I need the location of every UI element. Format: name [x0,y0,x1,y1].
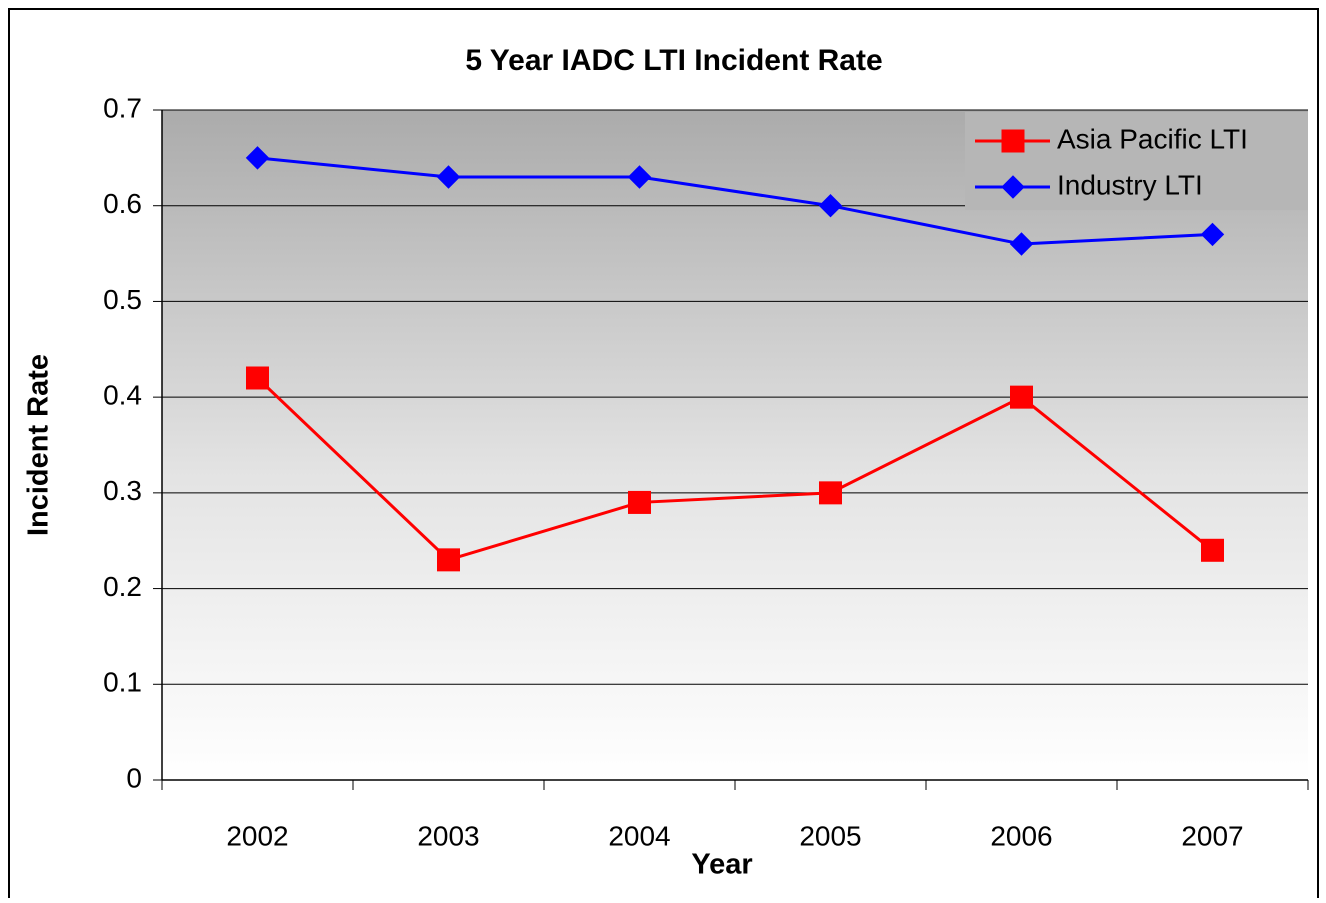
data-point [627,165,652,189]
x-axis-label: Year [691,849,752,881]
data-point [819,481,842,505]
data-point [1009,232,1034,256]
y-tick-label: 0.1 [103,667,142,698]
y-tick-label: 0 [126,762,142,793]
x-tick-label: 2007 [1181,820,1243,851]
y-tick-label: 0.4 [103,380,142,411]
y-tick-label: 0.7 [103,92,142,123]
chart-title: 5 Year IADC LTI Incident Rate [465,44,882,77]
data-point [437,548,460,572]
chart-frame [8,8,1319,898]
x-tick-label: 2006 [990,820,1052,851]
y-tick-label: 0.3 [103,475,142,506]
y-tick-label: 0.6 [103,188,142,219]
x-tick-label: 2003 [417,820,479,851]
y-tick-label: 0.2 [103,571,142,602]
legend-marker [1001,129,1025,153]
x-tick-label: 2005 [799,820,861,851]
y-tick-label: 0.5 [103,284,142,315]
x-tick-label: 2004 [608,820,670,851]
y-axis-label: Incident Rate [23,354,55,536]
data-point [1010,385,1033,409]
data-point [246,366,269,390]
data-point [1201,538,1224,562]
series-line [256,376,1214,562]
data-point [628,490,651,514]
legend-label: Industry LTI [1057,169,1203,200]
x-tick-label: 2002 [226,820,288,851]
series-line [257,156,1213,246]
data-point [436,165,461,189]
legend-marker [1001,175,1025,199]
data-point [1200,222,1225,247]
plot-area [162,110,1308,780]
data-point [245,146,270,170]
legend-box [965,112,1308,210]
data-point [818,194,843,218]
legend-label: Asia Pacific LTI [1057,123,1248,154]
